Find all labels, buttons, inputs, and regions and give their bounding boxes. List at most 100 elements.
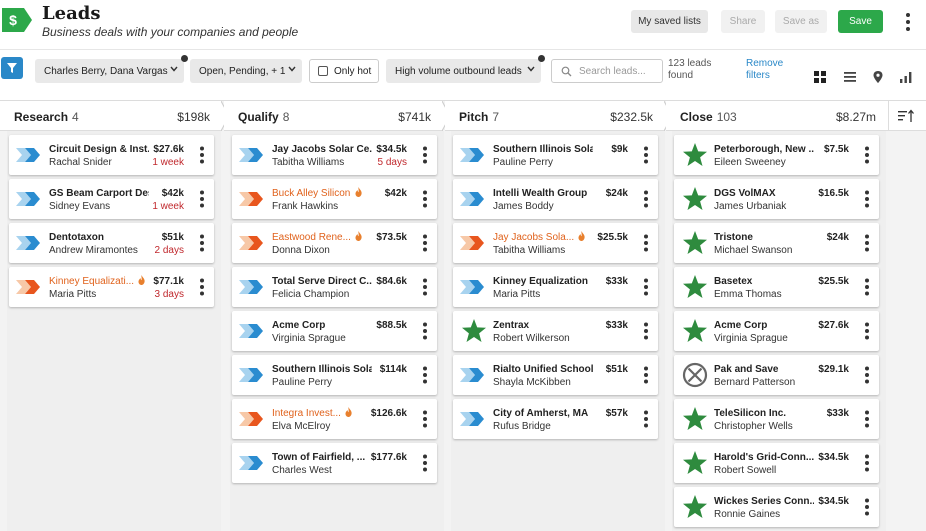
lead-card[interactable]: City of Amherst, MA $57k Rufus Bridge: [453, 399, 658, 439]
card-menu-icon[interactable]: [864, 410, 870, 428]
card-menu-icon[interactable]: [864, 146, 870, 164]
save-button[interactable]: Save: [838, 10, 883, 33]
only-hot-checkbox[interactable]: [318, 66, 328, 76]
stage-arrow-hot-icon: [239, 412, 263, 426]
list-icon[interactable]: [843, 70, 857, 84]
active-filter-dot: [538, 55, 545, 62]
grid-icon[interactable]: [813, 70, 827, 84]
card-menu-icon[interactable]: [422, 146, 428, 164]
card-menu-icon[interactable]: [422, 454, 428, 472]
card-menu-icon[interactable]: [643, 234, 649, 252]
save-as-button[interactable]: Save as: [775, 10, 827, 33]
lead-card[interactable]: Integra Invest... $126.6k Elva McElroy: [232, 399, 437, 439]
stage-arrow-icon: [239, 148, 263, 162]
lead-contact: Elva McElroy: [272, 421, 331, 432]
stage-arrow-icon: [239, 324, 263, 338]
lead-contact: Donna Dixon: [272, 245, 330, 256]
status-filter[interactable]: Open, Pending, + 1: [190, 59, 302, 83]
lead-name: Jay Jacobs Sola...: [493, 232, 575, 243]
card-menu-icon[interactable]: [199, 234, 205, 252]
card-menu-icon[interactable]: [643, 322, 649, 340]
lead-card[interactable]: Tristone $24k Michael Swanson: [674, 223, 879, 263]
card-menu-icon[interactable]: [199, 278, 205, 296]
lead-card[interactable]: Zentrax $33k Robert Wilkerson: [453, 311, 658, 351]
lead-card[interactable]: Southern Illinois Solar $114k Pauline Perr…: [232, 355, 437, 395]
search-placeholder: Search leads...: [579, 66, 646, 77]
lead-card[interactable]: DGS VolMAX $16.5k James Urbaniak: [674, 179, 879, 219]
lead-card[interactable]: Jay Jacobs Solar Ce... $34.5k Tabitha Will…: [232, 135, 437, 175]
column-total: $741k: [398, 110, 431, 124]
people-filter[interactable]: Charles Berry, Dana Vargas: [35, 55, 188, 83]
card-menu-icon[interactable]: [422, 190, 428, 208]
card-menu-icon[interactable]: [864, 278, 870, 296]
lead-card[interactable]: Peterborough, New ... $7.5k Eileen Sweeney: [674, 135, 879, 175]
card-menu-icon[interactable]: [643, 146, 649, 164]
lead-card[interactable]: Dentotaxon $51k Andrew Miramontes 2 days: [9, 223, 214, 263]
lead-card[interactable]: Pak and Save $29.1k Bernard Patterson: [674, 355, 879, 395]
card-menu-icon[interactable]: [864, 234, 870, 252]
card-menu-icon[interactable]: [643, 366, 649, 384]
column-header-qualify[interactable]: Qualify 8 $741k: [224, 101, 451, 131]
lead-card[interactable]: Rialto Unified School ... $51k Shayla McKi…: [453, 355, 658, 395]
lead-card[interactable]: Jay Jacobs Sola... $25.5k Tabitha Williams: [453, 223, 658, 263]
lead-card[interactable]: Harold's Grid-Conn... $34.5k Robert Sowell: [674, 443, 879, 483]
card-menu-icon[interactable]: [422, 366, 428, 384]
sort-button[interactable]: [888, 101, 926, 131]
map-pin-icon[interactable]: [871, 70, 885, 84]
lost-x-icon: [682, 362, 708, 388]
column-count: 8: [282, 110, 290, 124]
won-star-icon: [683, 231, 707, 254]
card-menu-icon[interactable]: [864, 366, 870, 384]
card-menu-icon[interactable]: [422, 234, 428, 252]
lead-card[interactable]: Circuit Design & Inst... $27.6k Rachal Sni…: [9, 135, 214, 175]
lead-amount: $84.6k: [376, 276, 407, 287]
lead-card[interactable]: TeleSilicon Inc. $33k Christopher Wells: [674, 399, 879, 439]
lead-amount: $33k: [826, 408, 849, 419]
svg-text:$: $: [9, 12, 17, 28]
lead-card[interactable]: Buck Alley Silicon $42k Frank Hawkins: [232, 179, 437, 219]
column-header-research[interactable]: Research 4 $198k: [0, 101, 230, 131]
bar-chart-icon[interactable]: [899, 70, 913, 84]
chevron-down-icon: [288, 66, 296, 72]
lead-card[interactable]: Wickes Series Conn... $34.5k Ronnie Gaines: [674, 487, 879, 527]
card-menu-icon[interactable]: [643, 190, 649, 208]
lead-card[interactable]: Kinney Equalization $33k Maria Pitts: [453, 267, 658, 307]
lead-card[interactable]: Southern Illinois Solar $9k Pauline Perry: [453, 135, 658, 175]
lead-amount: $33k: [605, 276, 628, 287]
card-menu-icon[interactable]: [864, 190, 870, 208]
lead-name: Wickes Series Conn...: [714, 496, 814, 507]
lead-card[interactable]: Kinney Equalizati... $77.1k Maria Pitts 3 d…: [9, 267, 214, 307]
lead-card[interactable]: Acme Corp $27.6k Virginia Sprague: [674, 311, 879, 351]
remove-filters-link[interactable]: Remove filters: [746, 58, 794, 82]
card-menu-icon[interactable]: [643, 278, 649, 296]
column-header-pitch[interactable]: Pitch 7 $232.5k: [445, 101, 673, 131]
card-menu-icon[interactable]: [199, 190, 205, 208]
lead-card[interactable]: Intelli Wealth Group $24k James Boddy: [453, 179, 658, 219]
filter-toggle-button[interactable]: [1, 57, 23, 79]
card-menu-icon[interactable]: [864, 322, 870, 340]
lead-card[interactable]: Town of Fairfield, ... $177.6k Charles Wes…: [232, 443, 437, 483]
lead-card[interactable]: GS Beam Carport Desi... $42k Sidney Evans 1…: [9, 179, 214, 219]
lead-card[interactable]: Basetex $25.5k Emma Thomas: [674, 267, 879, 307]
funnel-icon: [7, 63, 17, 73]
only-hot-filter[interactable]: Only hot: [309, 59, 379, 83]
share-button[interactable]: Share: [721, 10, 765, 33]
search-input[interactable]: Search leads...: [551, 59, 663, 83]
lead-card[interactable]: Total Serve Direct C... $84.6k Felicia Cha…: [232, 267, 437, 307]
my-saved-lists-button[interactable]: My saved lists: [631, 10, 708, 33]
lead-amount: $34.5k: [818, 452, 849, 463]
card-menu-icon[interactable]: [422, 322, 428, 340]
lead-card[interactable]: Eastwood Rene... $73.5k Donna Dixon: [232, 223, 437, 263]
lead-name: Southern Illinois Solar: [493, 144, 593, 155]
card-menu-icon[interactable]: [864, 454, 870, 472]
more-menu-icon[interactable]: [903, 12, 913, 32]
card-menu-icon[interactable]: [422, 410, 428, 428]
card-menu-icon[interactable]: [643, 410, 649, 428]
card-menu-icon[interactable]: [422, 278, 428, 296]
card-menu-icon[interactable]: [864, 498, 870, 516]
card-menu-icon[interactable]: [199, 146, 205, 164]
flame-icon: [138, 275, 145, 285]
lead-card[interactable]: Acme Corp $88.5k Virginia Sprague: [232, 311, 437, 351]
column-header-close[interactable]: Close 103 $8.27m: [666, 101, 888, 131]
saved-list-filter[interactable]: High volume outbound leads: [386, 55, 545, 83]
